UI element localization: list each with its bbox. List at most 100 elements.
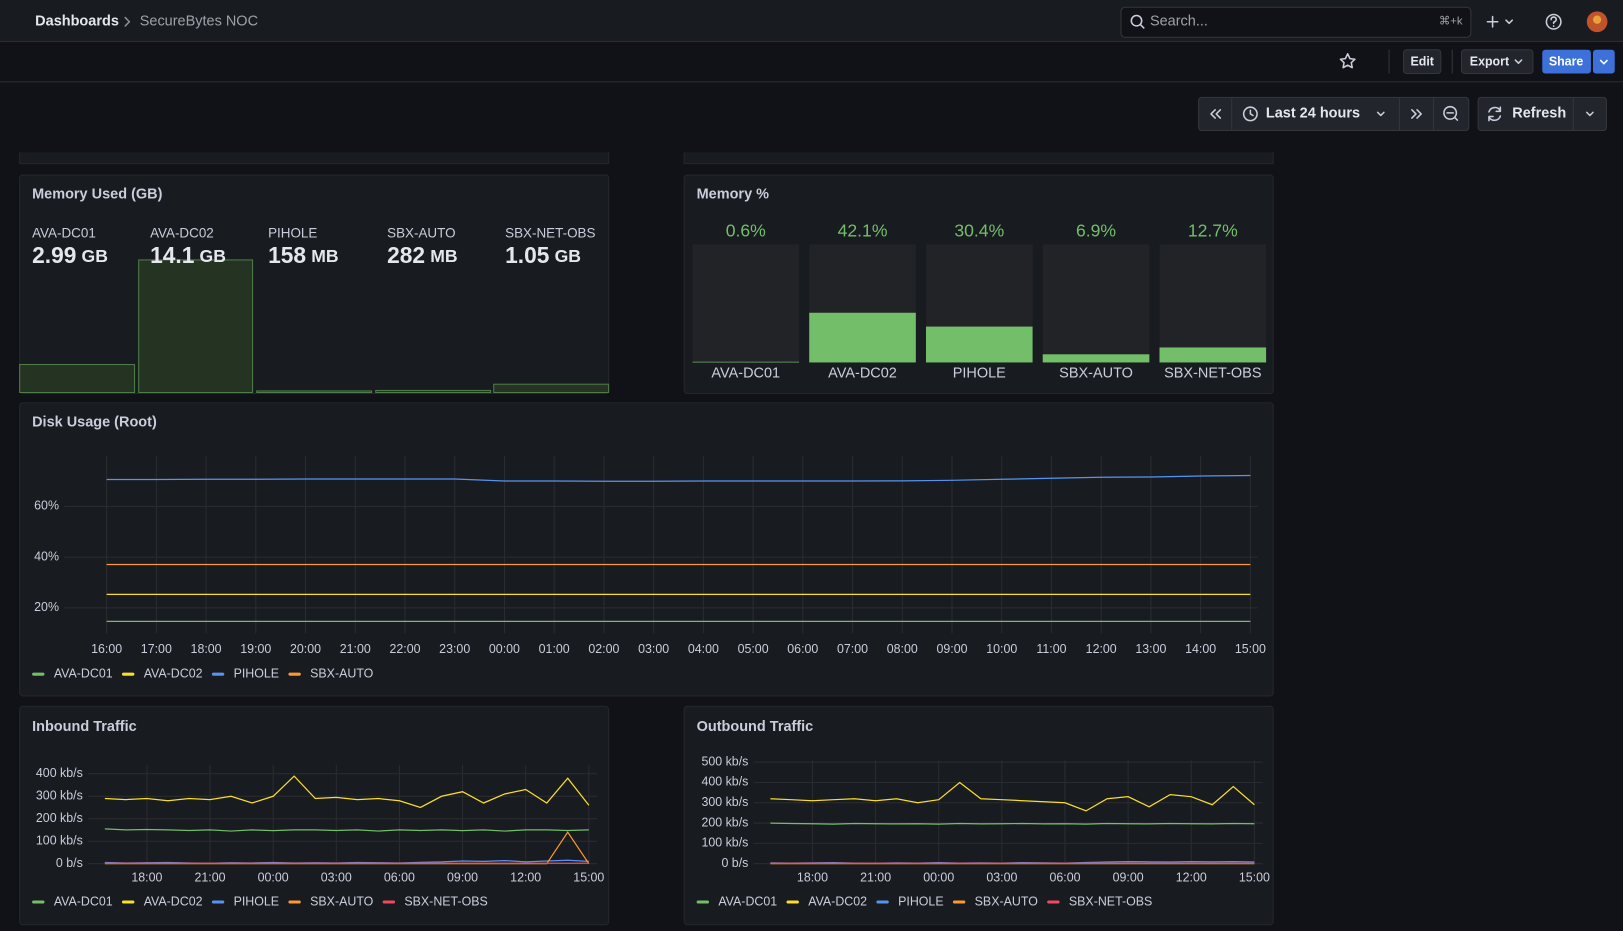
x-tick-label: 01:00	[539, 642, 570, 656]
x-tick-label: 00:00	[923, 870, 954, 884]
stat-unit: GB	[555, 245, 581, 265]
series-line	[106, 474, 1251, 482]
breadcrumb-link[interactable]: Dashboards	[35, 14, 119, 30]
x-tick-label: 22:00	[389, 642, 420, 656]
legend-label: AVA-DC01	[54, 666, 113, 680]
sparkline	[138, 259, 254, 394]
category-label: AVA-DC01	[711, 366, 780, 382]
x-tick-label: 10:00	[986, 642, 1017, 656]
refresh-button[interactable]	[1477, 96, 1607, 132]
legend-label: SBX-AUTO	[310, 666, 374, 680]
search-box[interactable]	[1120, 6, 1472, 38]
add-button[interactable]	[1486, 15, 1514, 28]
share-button[interactable]	[1542, 49, 1591, 74]
x-tick-label: 23:00	[439, 642, 470, 656]
legend-swatch	[32, 900, 45, 904]
series-line	[104, 775, 590, 809]
time-picker[interactable]	[1198, 96, 1470, 132]
refresh-icon	[1488, 106, 1502, 122]
stat-number: 158	[268, 242, 306, 268]
bar	[809, 312, 916, 363]
search-icon	[1139, 24, 1145, 29]
stat-value: 14.1 GB	[150, 242, 226, 268]
stat-name: SBX-AUTO	[387, 226, 455, 241]
legend-swatch	[288, 672, 301, 676]
x-tick-label: 15:00	[1235, 642, 1266, 656]
stat-unit: GB	[200, 245, 226, 265]
legend-swatch	[696, 900, 710, 904]
y-tick-label: 300 kb/s	[36, 789, 83, 803]
chevron[interactable]	[1585, 111, 1594, 117]
y-tick-label: 0 b/s	[56, 856, 83, 870]
shift-forward-button[interactable]	[1411, 108, 1422, 119]
panel-title: Memory Used (GB)	[32, 187, 163, 203]
x-tick-label: 09:00	[1113, 870, 1144, 884]
legend-swatch	[32, 672, 45, 676]
bar	[1042, 354, 1150, 363]
legend-label: AVA-DC01	[54, 894, 113, 908]
time-range-label[interactable]: Last 24 hours	[1266, 106, 1360, 122]
stat-value: 1.05 GB	[505, 242, 581, 268]
clock-icon	[1249, 109, 1254, 117]
gauge-track	[692, 244, 800, 363]
share-menu-button[interactable]	[1592, 49, 1615, 74]
stat-number: 282	[387, 242, 425, 268]
export-button[interactable]	[1461, 49, 1534, 75]
y-tick-label: 200 kb/s	[701, 815, 748, 829]
edit-button[interactable]	[1403, 49, 1442, 75]
help-button[interactable]	[1545, 13, 1562, 30]
legend-label: AVA-DC02	[144, 666, 203, 680]
legend-label: SBX-AUTO	[975, 894, 1039, 908]
chevron	[1514, 59, 1523, 64]
x-tick-label: 12:00	[510, 870, 541, 884]
star-button[interactable]	[1339, 53, 1356, 69]
category-label: SBX-NET-OBS	[1164, 366, 1261, 382]
legend-label: PIHOLE	[234, 894, 280, 908]
x-tick-label: 15:00	[1239, 870, 1270, 884]
stat-value: 158 MB	[268, 242, 339, 268]
stat-name: AVA-DC02	[150, 226, 214, 241]
panel	[19, 174, 610, 395]
legend-label: AVA-DC02	[144, 894, 203, 908]
series-line	[770, 781, 1255, 812]
x-tick-label: 20:00	[290, 642, 321, 656]
x-tick-label: 03:00	[321, 870, 352, 884]
x-tick-label: 09:00	[936, 642, 967, 656]
legend-label: PIHOLE	[898, 894, 944, 908]
shift-back-button[interactable]	[1210, 108, 1222, 119]
sparkline	[19, 364, 136, 394]
edit-label: Edit	[1410, 54, 1433, 68]
x-tick-label: 06:00	[1049, 870, 1080, 884]
stat-name: PIHOLE	[268, 226, 317, 241]
x-tick-label: 00:00	[489, 642, 520, 656]
category-label: SBX-AUTO	[1059, 366, 1133, 382]
breadcrumb-current: SecureBytes NOC	[140, 14, 258, 30]
zoom-out-button[interactable]	[1443, 105, 1458, 120]
y-tick-label: 0 b/s	[721, 856, 748, 870]
x-tick-label: 06:00	[384, 870, 415, 884]
series-line	[770, 822, 1255, 825]
legend-swatch	[876, 900, 889, 904]
x-tick-label: 02:00	[588, 642, 619, 656]
help-icon	[1550, 16, 1558, 27]
gauge-track	[1042, 244, 1150, 363]
panel-partial	[683, 152, 1274, 165]
export-label: Export	[1470, 54, 1509, 68]
refresh-label: Refresh	[1512, 106, 1566, 122]
bar	[925, 326, 1033, 363]
stat-number: 1.05	[505, 242, 550, 268]
category-label: PIHOLE	[953, 366, 1006, 382]
x-tick-label: 18:00	[191, 642, 222, 656]
panel	[683, 705, 1274, 926]
stat-value: 2.99 GB	[32, 242, 108, 268]
chevron	[1599, 59, 1609, 65]
x-tick-label: 14:00	[1185, 642, 1216, 656]
value-label: 42.1%	[838, 221, 888, 241]
x-tick-label: 15:00	[573, 870, 604, 884]
share-label: Share	[1549, 54, 1584, 68]
legend-swatch	[121, 672, 135, 676]
x-tick-label: 12:00	[1086, 642, 1117, 656]
series-line	[104, 828, 589, 832]
